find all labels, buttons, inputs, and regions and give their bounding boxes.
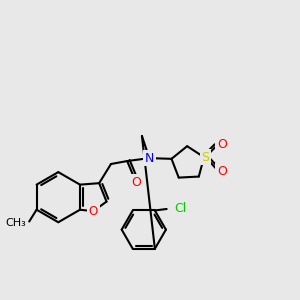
Text: O: O [131, 176, 141, 189]
Text: CH₃: CH₃ [5, 218, 26, 228]
Text: O: O [217, 138, 226, 151]
Text: S: S [202, 151, 209, 164]
Text: O: O [217, 165, 226, 178]
Text: Cl: Cl [174, 202, 186, 215]
Text: O: O [88, 205, 98, 218]
Text: N: N [145, 152, 154, 165]
